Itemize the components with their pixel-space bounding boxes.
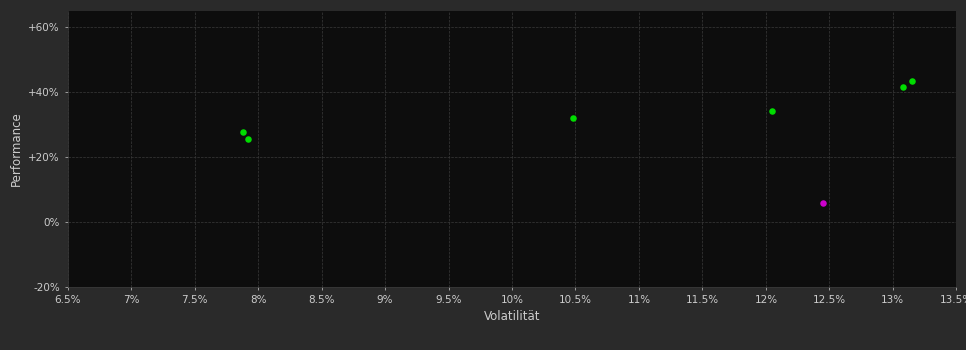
Point xyxy=(565,116,581,121)
Point xyxy=(235,130,250,135)
Point xyxy=(764,108,780,114)
Y-axis label: Performance: Performance xyxy=(10,111,23,186)
Point xyxy=(904,79,920,84)
X-axis label: Volatilität: Volatilität xyxy=(484,310,540,323)
Point xyxy=(895,84,911,90)
Point xyxy=(815,200,831,206)
Point xyxy=(241,136,256,142)
